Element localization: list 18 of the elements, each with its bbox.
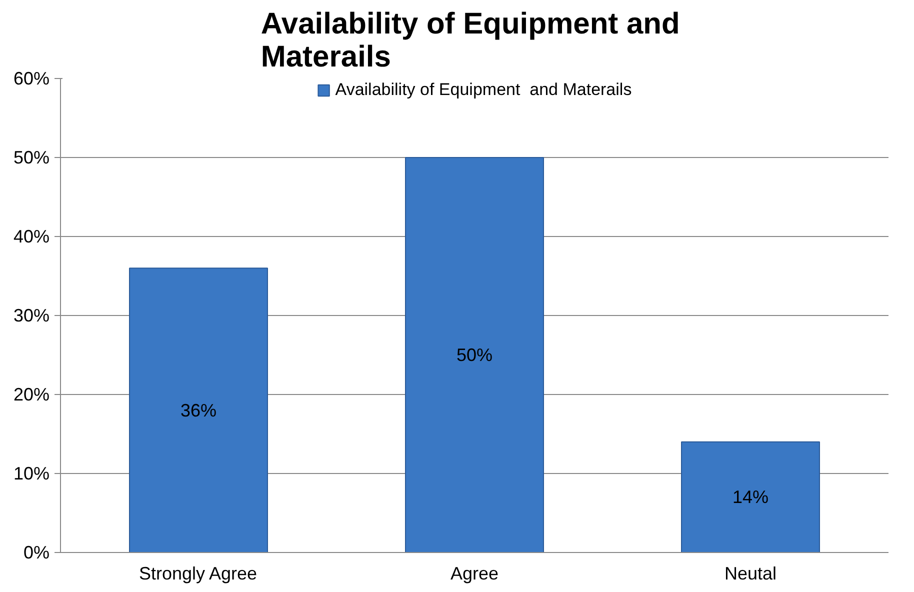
x-tick-label: Neutal [724, 564, 777, 584]
data-label: 14% [732, 487, 769, 508]
y-tick-label: 10% [13, 464, 50, 484]
y-tick-label: 30% [13, 306, 50, 326]
y-tick-label: 0% [23, 542, 50, 562]
y-tick-label: 20% [13, 384, 50, 404]
chart-title: Availability of Equipment and Materails [260, 8, 680, 74]
y-tick-label: 40% [13, 226, 50, 246]
bar [681, 441, 820, 552]
bar [129, 268, 268, 552]
bar [405, 157, 544, 552]
y-tick-label: 60% [13, 68, 50, 88]
x-tick-label: Strongly Agree [138, 564, 258, 584]
data-label: 36% [180, 400, 217, 420]
y-tick-label: 50% [13, 148, 50, 168]
legend-label: Availability of Equipment and Materails [335, 80, 632, 100]
data-label: 50% [456, 345, 493, 365]
x-tick-label: Agree [450, 564, 499, 584]
